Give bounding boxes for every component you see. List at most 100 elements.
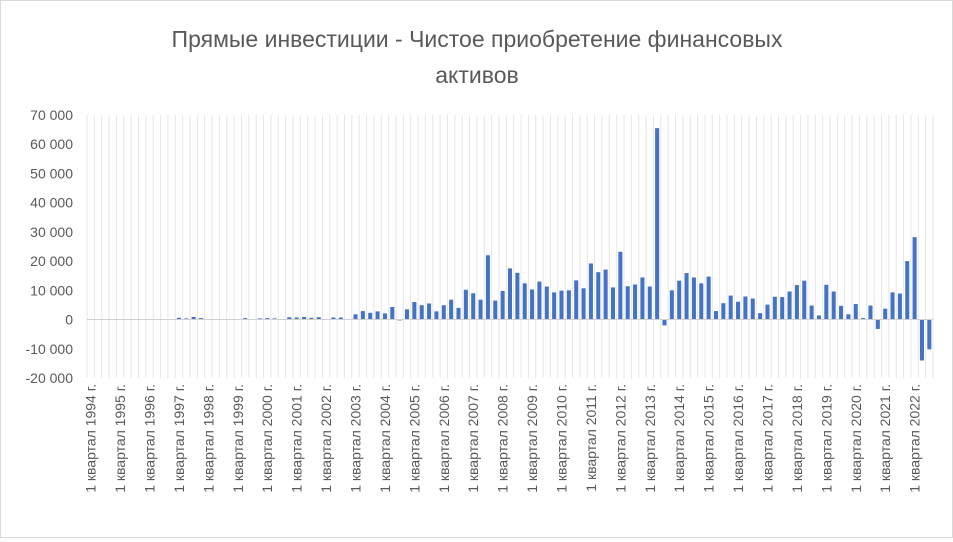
y-tick-label: -20 000 <box>26 370 74 386</box>
bar <box>875 319 880 329</box>
bar <box>287 317 292 320</box>
x-tick-label: 1 квартал 2003 г. <box>348 384 364 493</box>
x-tick-label: 1 квартал 2000 г. <box>259 384 275 493</box>
bar <box>522 283 527 320</box>
bar <box>382 313 387 320</box>
bar <box>427 303 432 320</box>
x-tick-label: 1 квартал 2001 г. <box>289 384 305 493</box>
bar <box>655 128 660 320</box>
x-tick-label: 1 квартал 2021 г. <box>877 384 893 493</box>
bar <box>787 291 792 320</box>
x-tick-label: 1 квартал 2019 г. <box>818 384 834 493</box>
bar <box>831 291 836 320</box>
bar <box>559 290 564 320</box>
bar <box>184 318 189 320</box>
bar <box>861 318 866 320</box>
bar <box>846 314 851 320</box>
x-tick-label: 1 квартал 2004 г. <box>377 384 393 493</box>
bar <box>633 284 638 320</box>
bar <box>390 306 395 320</box>
x-tick-label: 1 квартал 2002 г. <box>318 384 334 493</box>
bar <box>257 318 262 320</box>
y-tick-label: 30 000 <box>30 224 73 240</box>
bar <box>272 318 277 320</box>
x-tick-label: 1 квартал 2007 г. <box>465 384 481 493</box>
x-tick-label: 1 квартал 1995 г. <box>112 384 128 493</box>
bar <box>507 268 513 320</box>
bar <box>780 297 785 320</box>
bar <box>897 293 902 320</box>
bar <box>890 292 895 320</box>
bar <box>441 305 446 320</box>
bar <box>824 284 829 320</box>
bar <box>463 289 468 320</box>
bar <box>449 299 454 320</box>
bar <box>375 311 380 320</box>
bar <box>927 319 932 350</box>
x-tick-label: 1 квартал 2016 г. <box>730 384 746 493</box>
bar <box>699 283 704 320</box>
bar <box>662 319 667 326</box>
bar <box>368 312 373 320</box>
x-tick-label: 1 квартал 1996 г. <box>142 384 158 493</box>
bar <box>412 302 417 320</box>
bar <box>839 305 844 320</box>
bar <box>868 305 873 320</box>
bar <box>647 286 652 320</box>
bar <box>809 305 814 320</box>
x-tick-label: 1 квартал 1997 г. <box>171 384 187 493</box>
bar <box>500 290 505 320</box>
bar <box>537 281 542 320</box>
bar <box>603 269 608 320</box>
bar <box>485 255 490 320</box>
bar <box>265 318 270 320</box>
bar <box>471 293 476 320</box>
bar <box>331 317 336 320</box>
bar <box>919 319 924 361</box>
bar <box>301 316 307 320</box>
bar <box>684 273 689 320</box>
bar <box>596 272 601 320</box>
bar <box>736 301 741 320</box>
bar <box>478 299 483 320</box>
bar <box>640 277 645 320</box>
bar <box>743 296 748 320</box>
bar <box>566 290 571 320</box>
bar <box>853 304 858 320</box>
bar <box>434 311 439 320</box>
bar <box>905 261 910 320</box>
y-tick-label: 0 <box>65 312 73 328</box>
bar <box>588 263 593 320</box>
y-tick-label: -10 000 <box>26 341 74 357</box>
x-tick-label: 1 квартал 2009 г. <box>524 384 540 493</box>
bar <box>691 277 696 320</box>
bar <box>669 290 674 320</box>
bar <box>728 295 733 320</box>
bar <box>772 296 777 320</box>
bar <box>883 308 888 320</box>
bar <box>360 311 365 320</box>
bar <box>176 317 181 320</box>
bar <box>765 304 770 320</box>
bar <box>816 315 821 320</box>
y-tick-label: 20 000 <box>30 253 73 269</box>
x-tick-label: 1 квартал 2022 г. <box>907 384 923 493</box>
bar <box>677 280 682 320</box>
x-tick-label: 1 квартал 2011 г. <box>583 384 599 492</box>
y-tick-label: 40 000 <box>30 195 73 211</box>
y-tick-label: 70 000 <box>30 107 73 123</box>
bar <box>530 289 535 320</box>
bar <box>456 307 461 320</box>
x-tick-label: 1 квартал 2013 г. <box>642 384 658 493</box>
y-tick-label: 60 000 <box>30 136 73 152</box>
bar <box>750 298 755 320</box>
bar <box>625 286 630 320</box>
x-tick-label: 1 квартал 2020 г. <box>848 384 864 493</box>
chart-title-line-2: активов <box>435 62 518 88</box>
x-tick-label: 1 квартал 1999 г. <box>230 384 246 493</box>
x-tick-label: 1 квартал 1998 г. <box>200 384 216 493</box>
bar <box>610 287 616 320</box>
bar <box>552 292 557 320</box>
